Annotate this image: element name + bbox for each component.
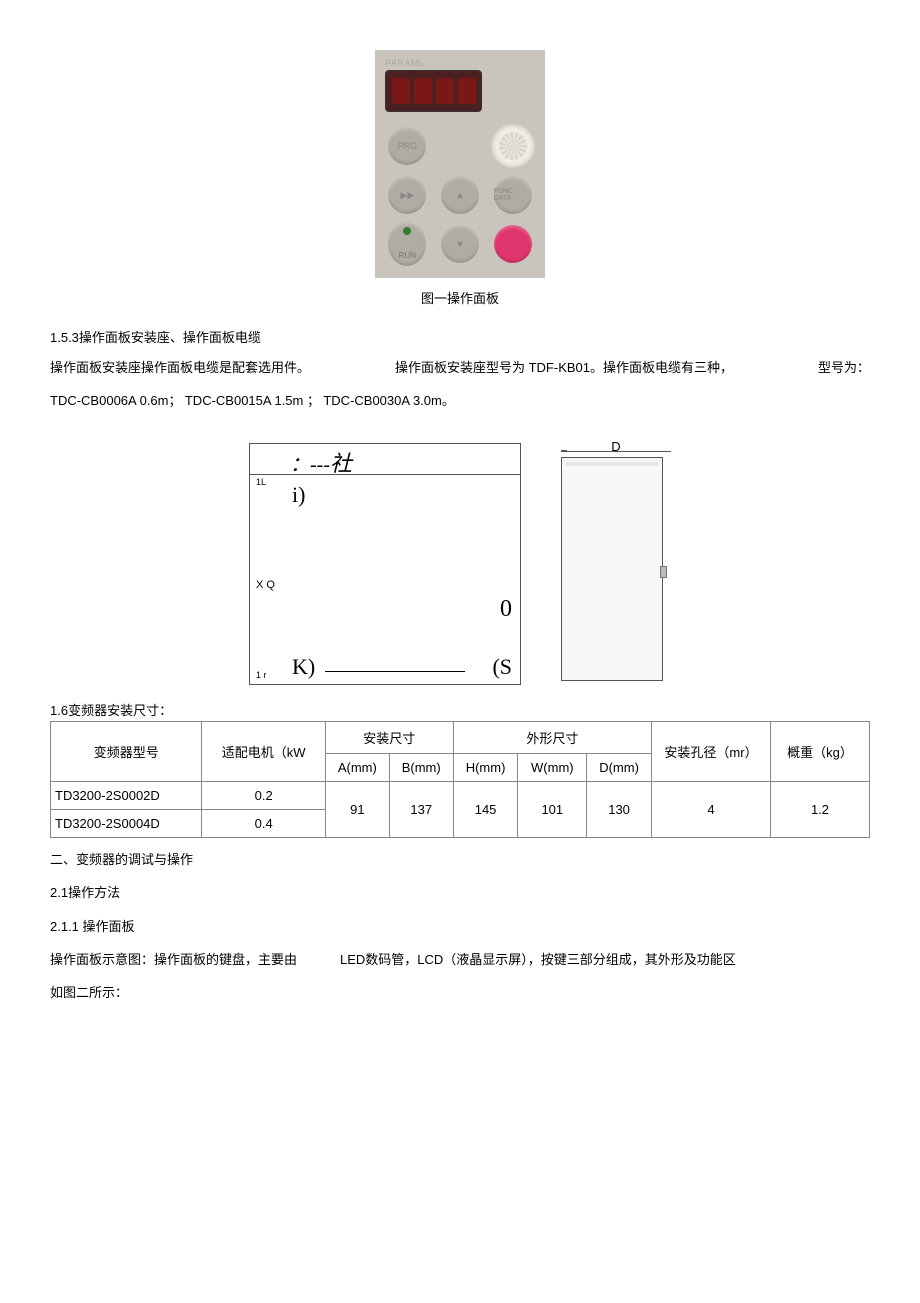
figure-1: PARAML PRG ▶▶ ▲ FUNC DATA RUN ▼ 图一操作面板 xyxy=(50,50,870,307)
lcd-digit xyxy=(458,78,476,104)
th-install-group: 安装尺寸 xyxy=(325,721,453,753)
fv-0: 0 xyxy=(500,596,512,623)
fv-ir: 1 r xyxy=(256,670,267,680)
text: 型号为： xyxy=(818,356,870,379)
para-2-fig: 如图二所示： xyxy=(50,981,870,1004)
th-w: W(mm) xyxy=(518,753,587,781)
lcd-digit xyxy=(414,78,432,104)
fv-s: (S xyxy=(492,654,512,680)
td-d: 130 xyxy=(587,781,652,837)
fv-k: K) xyxy=(292,654,315,680)
rotary-knob xyxy=(491,124,535,168)
sv-inner xyxy=(566,462,658,466)
th-model: 变频器型号 xyxy=(51,721,202,781)
text: ：--- xyxy=(290,454,330,476)
td-a: 91 xyxy=(325,781,389,837)
td-model: TD3200-2S0004D xyxy=(51,809,202,837)
up-button: ▲ xyxy=(441,176,479,214)
prg-button: PRG xyxy=(388,127,426,165)
text: 社 xyxy=(330,451,352,476)
ff-button: ▶▶ xyxy=(388,176,426,214)
heading-1-5-3: 1.5.3操作面板安装座、操作面板电缆 xyxy=(50,327,870,346)
key-grid: PRG ▶▶ ▲ FUNC DATA RUN ▼ xyxy=(385,124,535,266)
down-button: ▼ xyxy=(441,225,479,263)
th-hole: 安装孔径（mr） xyxy=(652,721,771,781)
th-motor: 适配电机（kW xyxy=(202,721,325,781)
td-model: TD3200-2S0002D xyxy=(51,781,202,809)
fv-i: i) xyxy=(292,482,305,508)
fv-1l: 1L xyxy=(256,477,266,487)
para-2-desc: 操作面板示意图：操作面板的键盘，主要由 LED数码管，LCD（液晶显示屏），按键… xyxy=(50,948,870,971)
figure-1-caption: 图一操作面板 xyxy=(421,288,499,307)
sv-body xyxy=(561,457,663,681)
spec-table: 变频器型号 适配电机（kW 安装尺寸 外形尺寸 安装孔径（mr） 概重（kg） … xyxy=(50,721,870,838)
fv-xq: X Q xyxy=(256,579,275,591)
side-view: D xyxy=(561,443,671,683)
td-b: 137 xyxy=(389,781,453,837)
text: 操作面板示意图：操作面板的键盘，主要由 xyxy=(50,948,340,971)
paraml-label: PARAML xyxy=(385,58,535,68)
th-a: A(mm) xyxy=(325,753,389,781)
sv-arrow xyxy=(561,451,671,452)
th-h: H(mm) xyxy=(453,753,518,781)
th-weight: 概重（kg） xyxy=(771,721,870,781)
dimension-diagram: ：---社 1L i) X Q 0 1 r K) (S D xyxy=(50,443,870,685)
th-b: B(mm) xyxy=(389,753,453,781)
heading-2: 二、变频器的调试与操作 xyxy=(50,848,870,871)
lcd-digit xyxy=(436,78,454,104)
th-outline-group: 外形尺寸 xyxy=(453,721,651,753)
front-view: ：---社 1L i) X Q 0 1 r K) (S xyxy=(249,443,521,685)
td-motor: 0.2 xyxy=(202,781,325,809)
func-button: FUNC DATA xyxy=(494,176,532,214)
td-w: 101 xyxy=(518,781,587,837)
fv-line xyxy=(325,671,465,672)
lcd-display xyxy=(385,70,482,112)
text: 操作面板安装座操作面板电缆是配套选用件。 xyxy=(50,356,310,379)
para-153-1: 操作面板安装座操作面板电缆是配套选用件。 操作面板安装座型号为 TDF-KB01… xyxy=(50,356,870,379)
sv-nub xyxy=(660,566,667,578)
fv-divider xyxy=(250,474,520,475)
td-weight: 1.2 xyxy=(771,781,870,837)
text: 操作面板安装座型号为 TDF-KB01。操作面板电缆有三种， xyxy=(395,356,733,379)
heading-1-6: 1.6变频器安装尺寸： xyxy=(50,700,870,719)
para-153-2: TDC-CB0006A 0.6m； TDC-CB0015A 1.5m ； TDC… xyxy=(50,389,870,412)
run-button: RUN xyxy=(388,222,426,266)
heading-2-1-1: 2.1.1 操作面板 xyxy=(50,915,870,938)
text: LED数码管，LCD（液晶显示屏），按键三部分组成，其外形及功能区 xyxy=(340,948,736,971)
th-d: D(mm) xyxy=(587,753,652,781)
td-hole: 4 xyxy=(652,781,771,837)
stop-button xyxy=(494,225,532,263)
lcd-digit xyxy=(392,78,410,104)
keypad-panel: PARAML PRG ▶▶ ▲ FUNC DATA RUN ▼ xyxy=(375,50,545,278)
td-motor: 0.4 xyxy=(202,809,325,837)
td-h: 145 xyxy=(453,781,518,837)
heading-2-1: 2.1操作方法 xyxy=(50,881,870,904)
